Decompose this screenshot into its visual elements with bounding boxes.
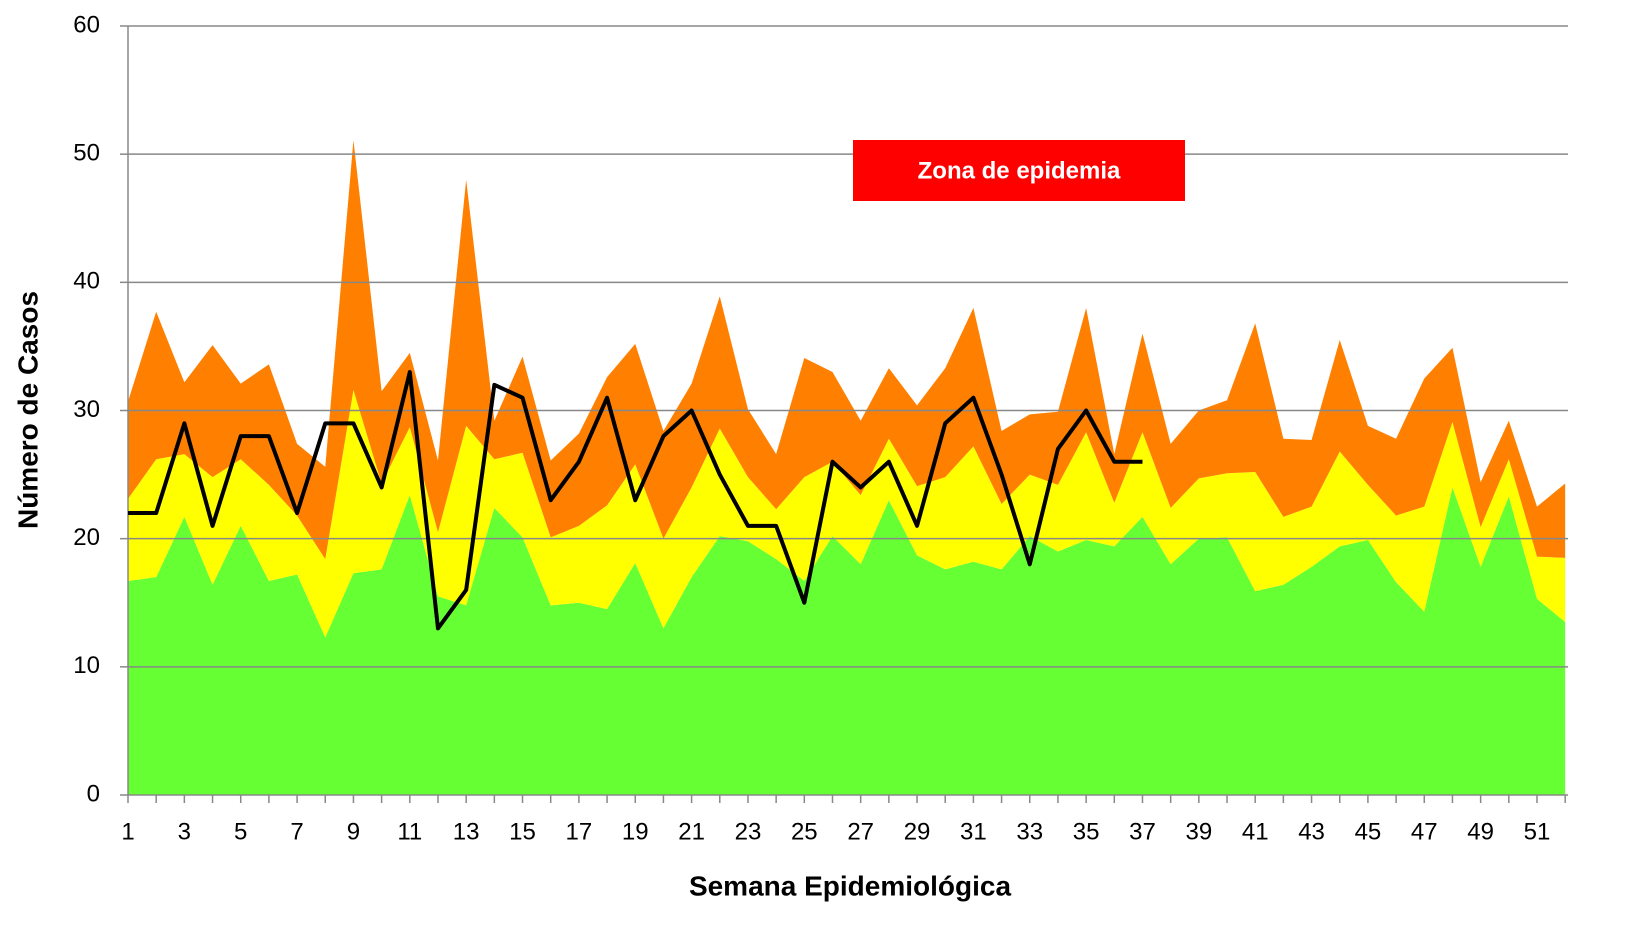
x-tick-label: 11 <box>397 818 422 845</box>
x-tick-label: 13 <box>453 818 480 845</box>
x-tick-label: 29 <box>904 818 931 845</box>
x-tick-label: 23 <box>735 818 762 845</box>
annotation: Zona de epidemia <box>918 157 1121 184</box>
x-tick-label: 21 <box>678 818 705 845</box>
x-tick-label: 7 <box>290 818 303 845</box>
y-tick-label: 20 <box>73 524 100 551</box>
y-tick-label: 60 <box>73 11 100 38</box>
x-tick-label: 39 <box>1185 818 1212 845</box>
y-tick-label: 0 <box>87 780 100 807</box>
x-tick-label: 41 <box>1242 818 1269 845</box>
x-tick-label: 47 <box>1411 818 1438 845</box>
y-tick-label: 40 <box>73 268 100 295</box>
x-tick-label: 15 <box>509 818 536 845</box>
x-tick-label: 33 <box>1016 818 1043 845</box>
x-tick-label: 43 <box>1298 818 1325 845</box>
area <box>128 389 1566 638</box>
x-tick-label: 37 <box>1129 818 1156 845</box>
x-tick-label: 25 <box>791 818 818 845</box>
x-axis-title: Semana Epidemiológica <box>689 870 1012 901</box>
area <box>128 140 1566 560</box>
y-tick-label: 50 <box>73 140 100 167</box>
y-tick-label: 10 <box>73 652 100 679</box>
x-tick-label: 51 <box>1524 818 1551 845</box>
x-tick-label: 31 <box>960 818 987 845</box>
x-tick-label: 45 <box>1355 818 1382 845</box>
x-tick-label: 19 <box>622 818 649 845</box>
area <box>128 487 1566 795</box>
x-tick-label: 9 <box>347 818 360 845</box>
y-axis-title: Número de Casos <box>12 291 43 529</box>
x-tick-label: 17 <box>566 818 593 845</box>
x-tick-label: 27 <box>847 818 874 845</box>
annotation-box <box>853 140 1185 201</box>
x-tick-label: 49 <box>1467 818 1494 845</box>
x-tick-label: 35 <box>1073 818 1100 845</box>
y-tick-label: 30 <box>73 396 100 423</box>
x-tick-label: 3 <box>178 818 191 845</box>
case-line <box>128 370 1143 631</box>
x-tick-label: 1 <box>121 818 134 845</box>
x-tick-label: 5 <box>234 818 247 845</box>
